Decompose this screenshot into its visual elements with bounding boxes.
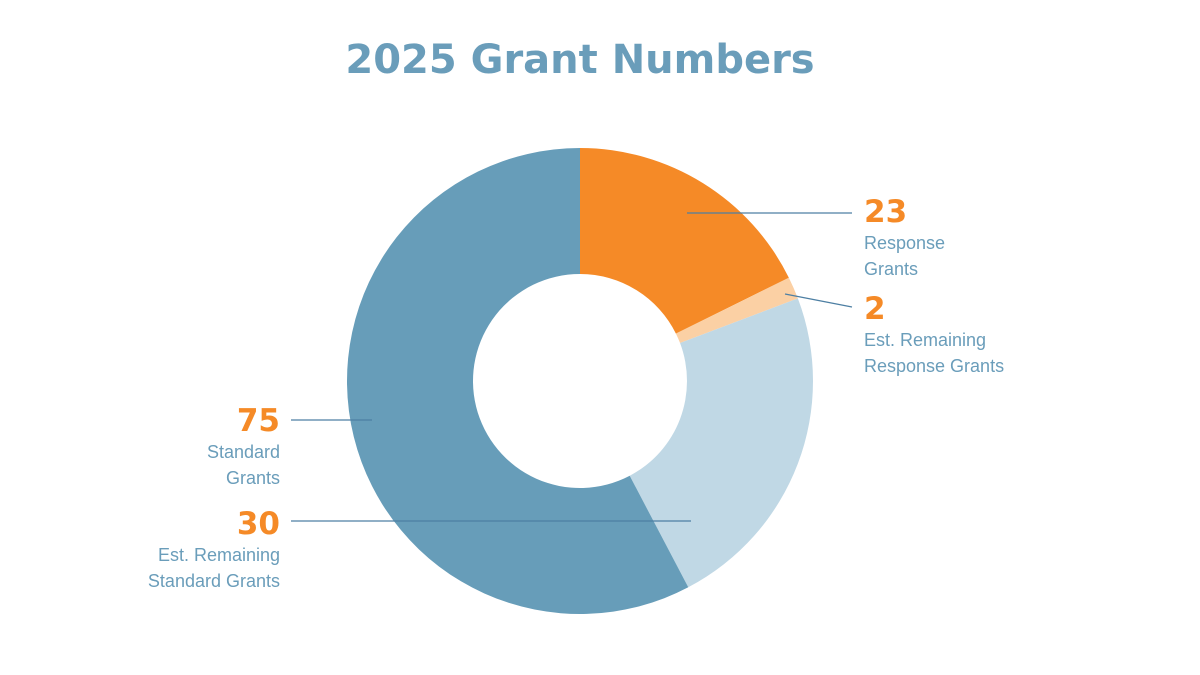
category-label-est-remaining-response-line-1: Est. Remaining — [864, 330, 986, 350]
slice-est-remaining-standard — [629, 298, 813, 588]
category-label-standard-line-2: Grants — [226, 468, 280, 488]
category-label-response-line-1: Response — [864, 233, 945, 253]
slice-standard — [347, 148, 689, 614]
donut-slices — [347, 148, 813, 614]
leader-lines — [291, 212, 853, 522]
category-label-est-remaining-response-line-2: Response Grants — [864, 356, 1004, 376]
value-label-est-remaining-standard: 30 — [237, 506, 280, 542]
category-label-est-remaining-standard-line-2: Standard Grants — [148, 571, 280, 591]
category-label-est-remaining-standard-line-1: Est. Remaining — [158, 545, 280, 565]
leader-line-est-remaining-response — [784, 293, 853, 308]
chart-title: 2025 Grant Numbers — [345, 37, 814, 83]
slice-labels: 23 Response Grants 2 Est. Remaining Response … — [148, 194, 1004, 591]
category-label-standard-line-1: Standard — [207, 442, 280, 462]
category-label-response-line-2: Grants — [864, 259, 918, 279]
value-label-standard: 75 — [237, 403, 280, 439]
value-label-response: 23 — [864, 194, 907, 230]
slice-response — [580, 148, 789, 334]
slice-est-remaining-response — [675, 277, 798, 344]
value-label-est-remaining-response: 2 — [864, 291, 886, 327]
